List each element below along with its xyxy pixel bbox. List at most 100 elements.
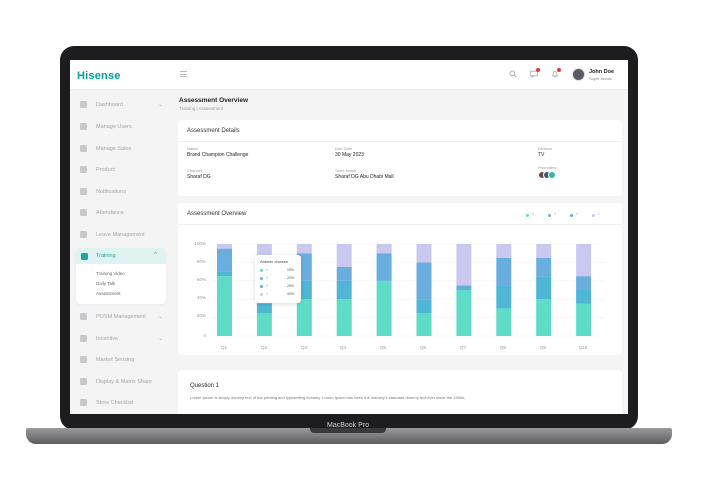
page-header: Assessment Overview Training | Assessmen… <box>179 97 248 111</box>
bar-segment-q4-s2[interactable] <box>336 280 352 300</box>
bar-segment-q6-s2[interactable] <box>416 299 432 313</box>
bar-segment-q5-s1[interactable] <box>376 280 392 336</box>
bar-segment-q10-s2[interactable] <box>576 290 592 304</box>
bar-segment-q8-s3[interactable] <box>496 257 512 286</box>
sidebar-item-training[interactable]: Training ^ <box>76 248 166 264</box>
bar-segment-q7-s1[interactable] <box>456 290 472 336</box>
bar-segment-q1-s3[interactable] <box>217 248 232 272</box>
tooltip-label: 3 <box>266 276 268 280</box>
channel-label: Channel <box>187 168 202 173</box>
chart-bars <box>212 243 604 337</box>
x-tick-label: Q8 <box>499 345 506 350</box>
bar-segment-q9-s3[interactable] <box>536 257 552 277</box>
chart-tooltip: Answer choices 4 15% 3 20% 2 25% <box>255 255 301 303</box>
breadcrumb[interactable]: Training | Assessment <box>179 106 224 111</box>
x-tick-label: Q9 <box>539 345 546 350</box>
assessment-overview-card: Assessment Overview 4 3 2 1 100% 80% 60%… <box>178 203 622 355</box>
bar-segment-q8-s1[interactable] <box>496 308 512 336</box>
bar-segment-q1-s4[interactable] <box>217 244 232 249</box>
tooltip-row: 2 25% <box>260 284 298 290</box>
y-tick-label: 0 <box>203 333 206 338</box>
tooltip-value: 40% <box>287 292 295 296</box>
sidebar-item-notifications[interactable]: Notifications <box>80 185 166 199</box>
legend-label: 2 <box>576 212 578 216</box>
promoters-avatars[interactable] <box>538 171 568 181</box>
sidebar-item-manage-users[interactable]: Manage Users <box>80 120 166 134</box>
display-icon <box>80 378 87 385</box>
avatar[interactable] <box>572 68 585 81</box>
legend-label: 3 <box>554 212 556 216</box>
bar-segment-q10-s3[interactable] <box>576 276 592 290</box>
laptop-notch <box>310 428 386 433</box>
bar-segment-q4-s1[interactable] <box>336 299 352 336</box>
bar-segment-q2-s2[interactable] <box>256 303 272 313</box>
y-tick-label: 40% <box>196 295 206 300</box>
tooltip-dot <box>260 285 263 288</box>
bar-segment-q3-s4[interactable] <box>296 244 312 254</box>
hisense-logo[interactable]: Hisense <box>77 70 121 82</box>
chevron-down-icon: ⌄ <box>158 336 164 342</box>
sidebar-item-attendance[interactable]: Attendance <box>80 206 166 220</box>
assessment-details-card: Assessment Details Name Brand Champion C… <box>178 120 622 196</box>
search-icon[interactable] <box>508 70 517 79</box>
bar-segment-q9-s2[interactable] <box>536 276 552 300</box>
bar-segment-q7-s3[interactable] <box>456 285 472 290</box>
sidebar-item-incentive[interactable]: Incentive ⌄ <box>80 332 166 346</box>
x-tick-label: Q3 <box>300 345 307 350</box>
divider <box>178 141 622 142</box>
bar-segment-q9-s1[interactable] <box>536 299 552 336</box>
sidebar-item-dashboard[interactable]: Dashboard ⌄ <box>80 98 166 112</box>
sidebar-item-label: Display & Matrix Share <box>96 379 152 385</box>
tooltip-dot <box>260 269 263 272</box>
sidebar-item-product[interactable]: Product <box>80 163 166 177</box>
sidebar-item-label: Leave Management <box>96 232 145 238</box>
sidebar-item-posm-management[interactable]: POSM Management ⌄ <box>80 310 166 324</box>
bar-segment-q3-s1[interactable] <box>296 299 312 336</box>
chevron-down-icon: ⌄ <box>158 102 164 108</box>
sidebar-subitem-assessment[interactable]: Assessment <box>96 291 121 296</box>
legend-dot <box>570 214 573 217</box>
y-tick-label: 60% <box>196 277 206 282</box>
bar-segment-q7-s4[interactable] <box>456 244 472 286</box>
sidebar-item-store-checklist[interactable]: Store Checklist <box>80 396 166 410</box>
bar-segment-q4-s4[interactable] <box>336 244 352 267</box>
due-date-value: 30 May 2023 <box>335 152 364 158</box>
bar-segment-q5-s4[interactable] <box>376 244 392 254</box>
sidebar-subitem-daily-talk[interactable]: Daily Talk <box>96 281 116 286</box>
bar-segment-q5-s3[interactable] <box>376 253 392 281</box>
bar-segment-q1-s2[interactable] <box>217 271 232 277</box>
attendance-icon <box>80 209 87 216</box>
sidebar-item-leave-management[interactable]: Leave Management <box>80 228 166 242</box>
message-badge <box>536 68 540 72</box>
sidebar-item-display-matrix-share[interactable]: Display & Matrix Share <box>80 375 166 389</box>
sidebar-item-label: Incentive <box>96 336 119 342</box>
chevron-up-icon: ^ <box>154 252 157 258</box>
menu-icon[interactable] <box>180 71 187 77</box>
user-name[interactable]: John Doe <box>589 69 615 75</box>
sidebar-subitem-training-video[interactable]: Training Video <box>96 271 125 276</box>
bar-segment-q6-s3[interactable] <box>416 262 432 300</box>
bar-segment-q8-s4[interactable] <box>496 244 512 258</box>
x-tick-label: Q10 <box>578 345 588 350</box>
store-name-label: Store Name <box>335 168 357 173</box>
bar-segment-q10-s4[interactable] <box>576 244 592 277</box>
sidebar-item-market-sensing[interactable]: Market Sensing <box>80 353 166 367</box>
bar-segment-q6-s4[interactable] <box>416 244 432 263</box>
y-tick-label: 80% <box>196 259 206 264</box>
sidebar-item-manage-sales[interactable]: Manage Sales <box>80 142 166 156</box>
sidebar-item-label: Dashboard <box>96 102 123 108</box>
bar-segment-q8-s2[interactable] <box>496 285 512 309</box>
bar-segment-q4-s3[interactable] <box>336 267 352 281</box>
sales-icon <box>80 145 87 152</box>
bar-segment-q10-s1[interactable] <box>576 303 592 336</box>
bar-segment-q1-s1[interactable] <box>217 276 232 336</box>
message-icon[interactable] <box>529 68 540 79</box>
bar-segment-q9-s4[interactable] <box>536 244 552 258</box>
tooltip-row: 4 15% <box>260 268 298 274</box>
posm-icon <box>80 313 87 320</box>
x-tick-label: Q2 <box>260 345 267 350</box>
bell-icon[interactable] <box>550 68 561 79</box>
sidebar: Dashboard ⌄ Manage Users Manage Sales Pr… <box>70 90 168 414</box>
bar-segment-q2-s1[interactable] <box>256 313 272 336</box>
bar-segment-q6-s1[interactable] <box>416 313 432 336</box>
